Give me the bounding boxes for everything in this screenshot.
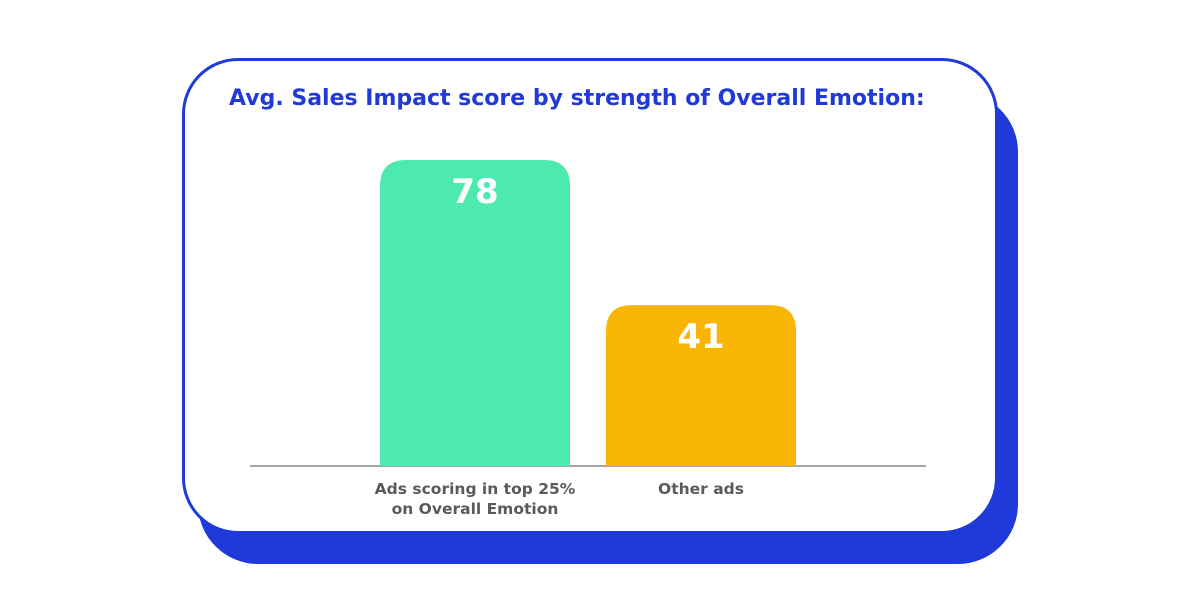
category-label-1-line-1: Ads scoring in top 25% xyxy=(375,480,576,498)
bars-group xyxy=(380,160,796,466)
category-label-1-line-2: on Overall Emotion xyxy=(392,500,559,518)
category-label-2-line-1: Other ads xyxy=(658,480,744,498)
chart-card xyxy=(182,58,998,534)
data-label-1: 78 xyxy=(451,172,498,212)
category-labels-group: Ads scoring in top 25% on Overall Emotion… xyxy=(375,480,744,518)
bar-1 xyxy=(380,160,570,466)
data-labels-group: 78 41 xyxy=(451,172,724,357)
data-label-2: 41 xyxy=(677,317,724,357)
chart-title: Avg. Sales Impact score by strength of O… xyxy=(229,86,925,111)
bar-2 xyxy=(606,305,796,466)
